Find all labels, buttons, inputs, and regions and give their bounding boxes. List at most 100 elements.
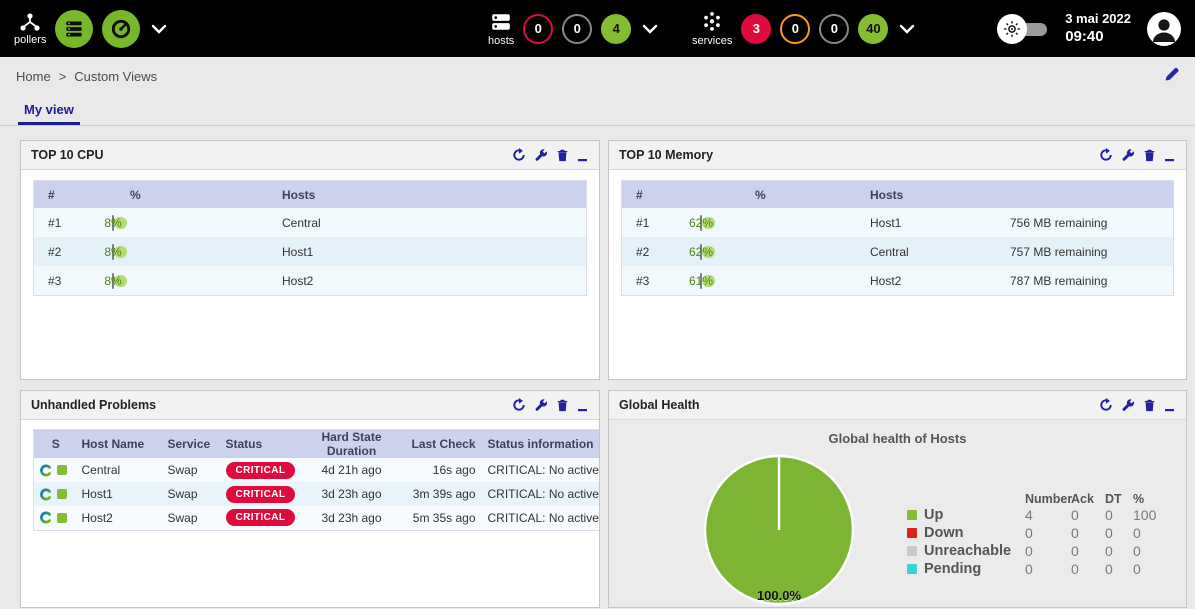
rank-cell: #3: [48, 273, 62, 288]
rank-cell: #1: [48, 215, 62, 230]
col-last-check: Last Check: [403, 429, 484, 458]
hosts-up-badge[interactable]: 4: [601, 13, 632, 44]
poller-configuration-button[interactable]: [55, 9, 94, 48]
services-ok-badge[interactable]: 40: [858, 13, 889, 44]
legend-row: Down 0 0 0 0: [907, 524, 1173, 542]
widget-header: Global Health: [609, 391, 1186, 420]
hosts-icon: [492, 13, 510, 30]
col-service: Service: [163, 429, 222, 458]
clock-mode-toggle[interactable]: [997, 13, 1049, 44]
breadcrumb-separator: >: [58, 68, 67, 84]
services-warning-badge[interactable]: 0: [780, 13, 811, 44]
problem-row[interactable]: Host1 Swap CRITICAL 3d 23h ago 3m 39s ag…: [33, 482, 599, 506]
service-cell[interactable]: Swap: [163, 506, 222, 530]
host-cell[interactable]: Central: [282, 215, 321, 230]
delete-trash-icon[interactable]: [556, 148, 569, 162]
host-cell[interactable]: Host1: [870, 215, 902, 230]
host-name-cell[interactable]: Host2: [77, 506, 164, 530]
cpu-usage-bar: 8%: [104, 214, 127, 231]
centreon-logo-icon: [40, 511, 51, 524]
minimize-icon[interactable]: [577, 148, 589, 162]
table-header: # % Hosts: [34, 181, 586, 208]
configure-wrench-icon[interactable]: [1121, 148, 1135, 162]
breadcrumb-row: Home > Custom Views: [0, 57, 1195, 95]
host-name-cell[interactable]: Central: [77, 458, 164, 482]
minimize-icon[interactable]: [1164, 148, 1176, 162]
col-duration: Hard State Duration: [299, 429, 404, 458]
delete-trash-icon[interactable]: [556, 398, 569, 412]
col-rank: #: [48, 187, 55, 202]
legend-row: Unreachable 0 0 0 0: [907, 542, 1173, 560]
pollers-menu[interactable]: pollers: [14, 12, 46, 46]
services-chevron-down-icon[interactable]: [899, 23, 915, 35]
centreon-logo-icon: [40, 464, 51, 476]
hosts-unreachable-badge[interactable]: 0: [562, 13, 593, 44]
up-color-swatch: [907, 510, 917, 520]
tab-my-view[interactable]: My view: [18, 95, 80, 125]
rank-cell: #2: [48, 244, 62, 259]
configure-wrench-icon[interactable]: [534, 148, 548, 162]
delete-trash-icon[interactable]: [1143, 148, 1156, 162]
host-cell[interactable]: Host2: [282, 273, 314, 288]
refresh-icon[interactable]: [512, 148, 526, 162]
problem-row[interactable]: Central Swap CRITICAL 4d 21h ago 16s ago…: [33, 458, 599, 482]
configure-wrench-icon[interactable]: [534, 398, 548, 412]
host-cell[interactable]: Host2: [870, 273, 902, 288]
services-menu[interactable]: services: [692, 11, 732, 47]
col-s: S: [33, 429, 78, 458]
pollers-icon: [20, 12, 40, 31]
refresh-icon[interactable]: [1099, 148, 1113, 162]
col-rank: #: [636, 187, 643, 202]
hosts-label: hosts: [488, 34, 515, 47]
datetime-display: 3 mai 2022 09:40: [1065, 10, 1131, 48]
rank-cell: #2: [636, 244, 650, 259]
gear-sun-icon: [1004, 20, 1021, 37]
edit-view-pencil-icon[interactable]: [1163, 65, 1181, 83]
legend-col-pct: %: [1133, 492, 1145, 506]
configure-wrench-icon[interactable]: [1121, 398, 1135, 412]
refresh-icon[interactable]: [1099, 398, 1113, 412]
gauge-icon: [112, 19, 131, 38]
host-name-cell[interactable]: Host1: [77, 482, 164, 506]
pollers-chevron-down-icon[interactable]: [151, 23, 167, 35]
poller-statistics-button[interactable]: [102, 9, 141, 48]
memory-usage-bar: 62%: [689, 243, 715, 260]
hosts-down-badge[interactable]: 0: [523, 13, 554, 44]
breadcrumb-current[interactable]: Custom Views: [74, 68, 158, 84]
widget-top10-cpu: TOP 10 CPU # % Hosts #1 8% Central #2 8%…: [20, 140, 600, 380]
service-cell[interactable]: Swap: [163, 458, 222, 482]
problem-row[interactable]: Host2 Swap CRITICAL 3d 23h ago 5m 35s ag…: [33, 506, 599, 530]
memory-usage-bar: 61%: [689, 272, 715, 289]
widget-global-health: Global Health Global health of Hosts 100…: [608, 390, 1187, 608]
table-row: #1 8% Central: [34, 208, 586, 237]
centreon-logo-icon: [40, 488, 51, 500]
breadcrumb: Home > Custom Views: [16, 69, 157, 84]
minimize-icon[interactable]: [1164, 398, 1176, 412]
delete-trash-icon[interactable]: [1143, 398, 1156, 412]
user-avatar[interactable]: [1147, 11, 1181, 46]
minimize-icon[interactable]: [577, 398, 589, 412]
toggle-knob: [997, 13, 1028, 44]
widget-header: Unhandled Problems: [21, 391, 599, 420]
col-host-name: Host Name: [77, 429, 164, 458]
table-row: #2 62% Central 757 MB remaining: [622, 237, 1173, 266]
breadcrumb-home[interactable]: Home: [16, 68, 51, 84]
services-critical-badge[interactable]: 3: [741, 13, 772, 44]
refresh-icon[interactable]: [512, 398, 526, 412]
cpu-usage-bar: 8%: [104, 272, 127, 289]
col-hosts: Hosts: [870, 187, 904, 202]
host-cell[interactable]: Host1: [282, 244, 314, 259]
cpu-table: # % Hosts #1 8% Central #2 8% Host1 #3 8…: [33, 180, 587, 296]
status-badge: CRITICAL: [225, 509, 296, 527]
widget-body: # % Hosts #1 62% Host1 756 MB remaining …: [609, 170, 1186, 379]
hosts-menu[interactable]: hosts: [488, 11, 514, 47]
widget-title: Unhandled Problems: [31, 398, 157, 412]
host-cell[interactable]: Central: [870, 244, 909, 259]
col-status-info: Status information: [483, 429, 599, 458]
widget-body: # % Hosts #1 8% Central #2 8% Host1 #3 8…: [21, 170, 599, 379]
hosts-chevron-down-icon[interactable]: [642, 23, 658, 35]
service-cell[interactable]: Swap: [163, 482, 222, 506]
cpu-usage-bar: 8%: [104, 243, 127, 260]
services-unknown-badge[interactable]: 0: [819, 13, 850, 44]
col-status: Status: [221, 429, 300, 458]
